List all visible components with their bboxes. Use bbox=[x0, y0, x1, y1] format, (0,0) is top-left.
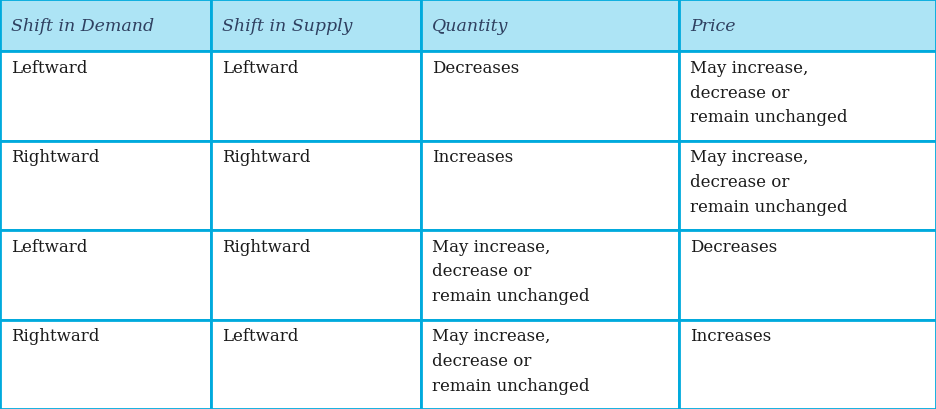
Text: Rightward: Rightward bbox=[11, 327, 99, 344]
Bar bbox=[421, 320, 679, 409]
Bar bbox=[421, 0, 679, 52]
Bar bbox=[679, 142, 936, 231]
Text: May increase,
decrease or
remain unchanged: May increase, decrease or remain unchang… bbox=[690, 60, 847, 126]
Bar bbox=[0, 142, 211, 231]
Text: Increases: Increases bbox=[432, 149, 514, 166]
Text: Leftward: Leftward bbox=[222, 327, 299, 344]
Text: Rightward: Rightward bbox=[11, 149, 99, 166]
Text: Rightward: Rightward bbox=[222, 238, 310, 255]
Text: Decreases: Decreases bbox=[690, 238, 777, 255]
Bar bbox=[0, 320, 211, 409]
Bar bbox=[0, 0, 211, 52]
Bar bbox=[211, 52, 421, 142]
Bar bbox=[679, 231, 936, 320]
Text: May increase,
decrease or
remain unchanged: May increase, decrease or remain unchang… bbox=[432, 327, 590, 393]
Text: Shift in Demand: Shift in Demand bbox=[11, 18, 154, 35]
Text: Shift in Supply: Shift in Supply bbox=[222, 18, 352, 35]
Bar bbox=[679, 52, 936, 142]
Bar bbox=[211, 142, 421, 231]
Bar bbox=[421, 231, 679, 320]
Bar bbox=[679, 0, 936, 52]
Text: Decreases: Decreases bbox=[432, 60, 519, 76]
Text: Leftward: Leftward bbox=[11, 60, 88, 76]
Bar bbox=[211, 0, 421, 52]
Text: May increase,
decrease or
remain unchanged: May increase, decrease or remain unchang… bbox=[432, 238, 590, 304]
Text: Rightward: Rightward bbox=[222, 149, 310, 166]
Bar bbox=[0, 52, 211, 142]
Text: Leftward: Leftward bbox=[11, 238, 88, 255]
Bar bbox=[211, 320, 421, 409]
Bar bbox=[421, 142, 679, 231]
Text: Price: Price bbox=[690, 18, 736, 35]
Text: Increases: Increases bbox=[690, 327, 771, 344]
Bar bbox=[421, 52, 679, 142]
Text: May increase,
decrease or
remain unchanged: May increase, decrease or remain unchang… bbox=[690, 149, 847, 215]
Bar bbox=[679, 320, 936, 409]
Bar bbox=[0, 231, 211, 320]
Text: Quantity: Quantity bbox=[432, 18, 509, 35]
Text: Leftward: Leftward bbox=[222, 60, 299, 76]
Bar bbox=[211, 231, 421, 320]
